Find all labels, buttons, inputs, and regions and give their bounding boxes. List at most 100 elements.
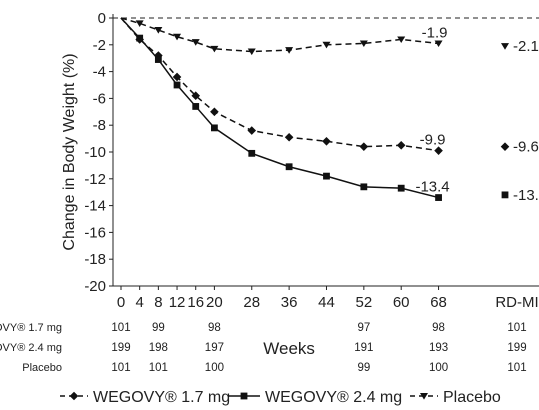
data-point: [284, 132, 294, 142]
data-point: [191, 39, 200, 46]
data-point: [136, 34, 144, 42]
n-table-cell: 101: [149, 362, 168, 374]
x-tick-label: 12: [169, 294, 186, 311]
n-table-cell: 98: [432, 322, 445, 334]
rd-mi-value-label: -9.6: [513, 139, 539, 156]
end-value-label: -9.9: [420, 132, 446, 149]
rd-mi-point: [501, 43, 509, 50]
n-table-cell: 100: [205, 362, 224, 374]
data-point: [172, 72, 182, 82]
rd-mi-point: [501, 191, 509, 199]
x-tick-label: RD-MI: [495, 294, 538, 311]
rd-mi-value-label: -13.2: [513, 187, 539, 204]
data-point: [359, 40, 368, 48]
data-point: [285, 163, 293, 171]
y-tick-label: 0: [98, 10, 106, 27]
x-tick-label: 52: [355, 294, 372, 311]
y-tick-label: -8: [93, 117, 106, 134]
data-point: [173, 81, 181, 89]
legend-label: WEGOVY® 2.4 mg: [265, 389, 402, 406]
y-tick-label: -4: [93, 64, 106, 81]
series-line: [120, 17, 439, 199]
n-table-cell: 101: [507, 322, 526, 334]
x-tick-label: 4: [136, 294, 144, 311]
legend-marker: [420, 393, 428, 400]
end-value-label: -13.4: [415, 179, 449, 196]
n-table-cell: 191: [354, 342, 373, 354]
data-point: [135, 20, 144, 27]
y-tick-label: -10: [84, 144, 106, 161]
y-tick-label: -18: [84, 251, 106, 268]
data-point: [154, 51, 163, 60]
n-table-cell: 197: [205, 342, 224, 354]
x-tick-label: 60: [393, 294, 410, 311]
legend-label: WEGOVY® 1.7 mg: [93, 389, 230, 406]
legend-marker: [240, 392, 248, 400]
data-point: [154, 56, 162, 63]
data-point: [397, 184, 405, 192]
y-tick-label: -12: [84, 171, 106, 188]
series-2: [120, 17, 509, 56]
x-tick-label: 20: [206, 294, 223, 311]
legend-item-1: WEGOVY® 2.4 mg: [228, 389, 402, 406]
n-table-cell: 193: [429, 342, 448, 354]
n-table-cell: 97: [357, 322, 370, 334]
n-table-cell: 98: [208, 322, 221, 334]
y-tick-label: -14: [84, 198, 106, 215]
rd-mi-point: [500, 142, 510, 151]
series-group: [120, 17, 510, 201]
legend-item-2: Placebo: [410, 389, 501, 406]
data-point: [323, 172, 330, 180]
data-point: [192, 103, 200, 110]
n-table-cell: 101: [111, 322, 130, 334]
y-tick-label: -2: [93, 37, 106, 54]
y-tick-label: -16: [84, 224, 106, 241]
x-tick-label: 0: [117, 294, 125, 311]
series-line: [120, 17, 439, 53]
x-tick-label: 36: [281, 294, 298, 311]
n-table-row-label: WEGOVY® 1.7 mg: [0, 322, 62, 334]
legend: WEGOVY® 1.7 mg WEGOVY® 2.4 mg Placebo: [60, 389, 501, 406]
annotations: -9.9 -9.6 -13.4 -13.2 -1.9 -2.1: [415, 24, 539, 203]
data-point: [322, 41, 331, 49]
n-table-row-label: Placebo: [22, 362, 62, 374]
x-tick-label: 28: [243, 294, 260, 311]
n-table-row-label: WEGOVY® 2.4 mg: [0, 342, 62, 354]
n-table-cell: 101: [111, 362, 130, 374]
data-point: [397, 36, 406, 44]
data-point: [191, 91, 201, 101]
n-table-cell: 100: [429, 362, 448, 374]
series-1: [120, 17, 509, 201]
x-tick-label: 68: [430, 294, 447, 311]
series-line: [120, 17, 439, 152]
x-tick-label: 8: [154, 294, 162, 311]
data-point: [434, 40, 443, 48]
data-point: [285, 47, 294, 54]
legend-label: Placebo: [443, 389, 501, 406]
data-point: [359, 142, 369, 151]
data-point: [396, 141, 406, 150]
n-table-cell: 99: [357, 362, 370, 374]
data-point: [247, 126, 257, 135]
data-point: [247, 48, 256, 56]
n-table-cell: 198: [149, 342, 168, 354]
data-point: [210, 45, 219, 53]
x-tick-label: 44: [318, 294, 335, 311]
n-table-cell: 99: [152, 322, 165, 334]
data-point: [248, 149, 256, 157]
x-tick-label: 16: [187, 294, 204, 311]
data-point: [435, 194, 442, 201]
end-value-label: -1.9: [422, 24, 448, 41]
x-axis-label: Weeks: [263, 339, 315, 358]
data-point: [210, 107, 219, 117]
data-point: [211, 124, 218, 132]
legend-marker: [69, 391, 79, 401]
n-table-cell: 101: [507, 362, 526, 374]
y-axis-label: Change in Body Weight (%): [61, 53, 78, 250]
data-point: [434, 146, 443, 155]
legend-item-0: WEGOVY® 1.7 mg: [60, 389, 230, 406]
y-tick-label: -6: [93, 90, 106, 107]
data-point: [154, 27, 163, 34]
y-tick-label: -20: [84, 278, 106, 295]
